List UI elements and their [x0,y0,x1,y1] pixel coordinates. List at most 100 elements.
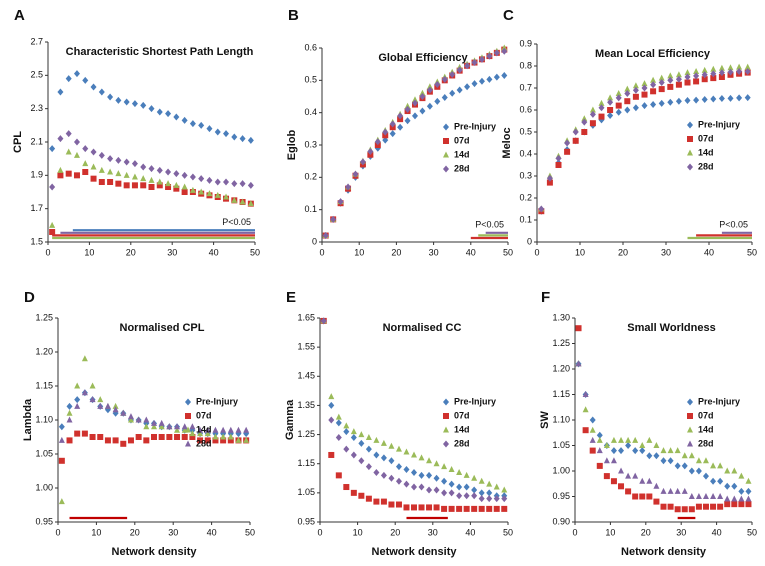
point [239,180,246,188]
point [724,467,731,474]
point [564,139,571,147]
point [380,454,387,462]
x-tick-label: 30 [167,247,177,257]
point [434,81,441,89]
point [426,471,433,479]
point [143,423,150,430]
point [166,423,173,430]
y-tick-label: 0.4 [519,148,532,158]
point [434,97,441,105]
panel: C Mean Local Efficiency Meloc 0 0.1 0.2 0.3 0.4… [501,7,757,257]
point [189,186,196,193]
point [107,93,114,101]
point [718,69,725,77]
y-tick-label: 1.05 [297,487,315,497]
point [463,483,470,491]
point [174,434,181,440]
point [456,483,463,491]
point [104,402,111,409]
point [156,182,163,189]
point [335,419,342,427]
point [625,472,632,479]
point [418,471,425,479]
point [632,104,639,112]
point [572,137,579,144]
point [143,416,150,423]
point [151,419,157,426]
point [731,467,738,474]
point [131,160,138,168]
point [555,162,562,168]
chart-title: Small Worldness [627,322,715,334]
point [156,166,163,174]
point [181,183,188,190]
legend-marker [185,413,191,419]
panel-label: C [503,7,514,24]
point [235,436,242,443]
point [463,505,470,512]
point [448,466,455,473]
point [426,504,433,511]
y-tick-label: 1.15 [297,458,315,468]
point [350,451,357,459]
y-tick-label: 1.7 [30,203,43,213]
point [426,83,433,90]
point [365,445,372,453]
point [148,105,155,113]
point [165,180,172,187]
point [731,482,738,490]
point [471,486,478,494]
legend-label: Pre-Injury [454,396,496,406]
legend-marker [687,121,693,129]
point [419,93,426,100]
point [350,433,357,441]
point [607,98,614,106]
y-tick-label: 0.2 [304,172,317,182]
point [395,445,402,452]
point [478,55,485,63]
panel-label: B [288,7,299,24]
legend-label: Pre-Injury [454,121,496,131]
point [189,120,196,128]
point [131,100,138,108]
point [189,434,196,440]
point [596,431,603,439]
point [538,205,545,213]
point [412,99,418,107]
legend-marker [185,426,191,433]
x-tick-label: 50 [503,247,513,257]
point [403,448,410,455]
point [615,94,622,102]
x-tick-label: 30 [676,527,686,537]
point [220,433,227,440]
point [674,447,681,454]
y-tick-label: 0.3 [519,170,532,180]
panel: D Normalised CPL Lambda Network density 0.95… [22,289,255,558]
legend-label: 07d [196,410,212,420]
point [639,493,646,500]
x-tick-label: 40 [712,527,722,537]
legend-label: 28d [196,438,212,448]
point [388,501,395,508]
x-axis-label: Network density [621,546,707,558]
point [73,151,80,158]
point [710,65,717,72]
point [702,472,709,480]
point [615,108,622,116]
x-tick-label: 10 [84,247,94,257]
x-tick-label: 20 [390,527,400,537]
x-tick-label: 20 [618,247,628,257]
point [374,138,381,146]
point [227,433,234,440]
point [441,93,448,101]
y-tick-label: 1.10 [35,414,53,424]
legend-marker [443,151,449,158]
point [395,501,402,508]
point [463,492,470,500]
point [373,498,380,505]
point [382,136,389,144]
point [615,90,622,96]
y-tick-label: 0.2 [519,192,532,202]
x-tick-label: 50 [747,247,757,257]
point [328,401,335,409]
